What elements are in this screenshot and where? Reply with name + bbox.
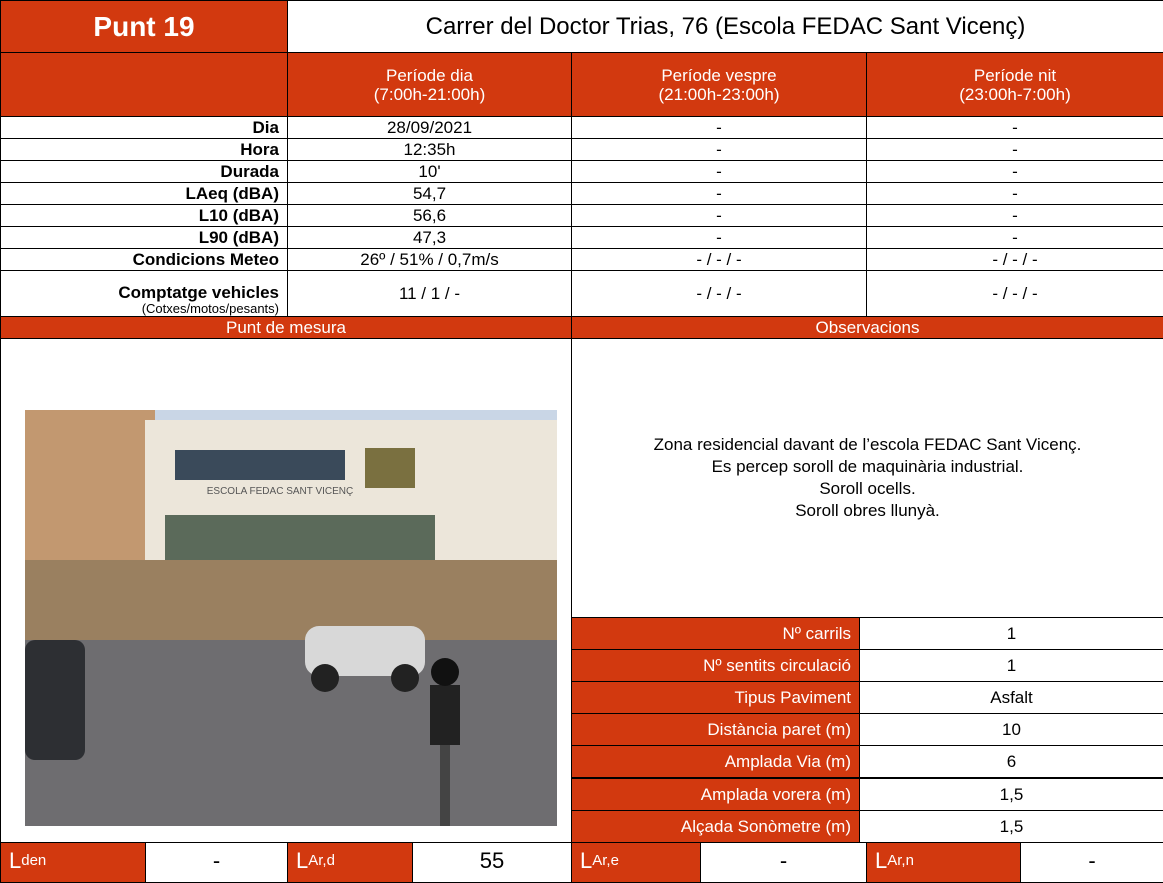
indicator-value: - — [145, 842, 288, 883]
observations: Zona residencial davant de l’escola FEDA… — [571, 338, 1163, 618]
observation-line: Soroll ocells. — [819, 479, 916, 498]
row-label-text: LAeq (dBA) — [185, 184, 279, 203]
period-range: (23:00h-7:00h) — [959, 84, 1071, 104]
row-value: 56,6 — [287, 204, 572, 227]
indicator-value: - — [1020, 842, 1163, 883]
row-label-text: Durada — [220, 162, 279, 181]
row-value: - — [571, 204, 867, 227]
parameter-label: Amplada Via (m) — [571, 745, 860, 779]
row-value: - — [571, 226, 867, 249]
row-label: Hora — [0, 138, 288, 161]
row-label: Comptatge vehicles (Cotxes/motos/pesants) — [0, 270, 288, 317]
period-header: Període dia (7:00h-21:00h) — [287, 52, 572, 117]
row-value: - / - / - — [866, 248, 1163, 271]
row-value: - — [866, 138, 1163, 161]
row-value: - / - / - — [866, 270, 1163, 317]
section-header: Punt de mesura — [0, 316, 572, 339]
row-label: Durada — [0, 160, 288, 183]
row-value: 12:35h — [287, 138, 572, 161]
observation-line: Soroll obres llunyà. — [795, 501, 940, 520]
row-value: - — [571, 182, 867, 205]
row-value: - — [866, 226, 1163, 249]
indicator-value: - — [700, 842, 867, 883]
row-label: LAeq (dBA) — [0, 182, 288, 205]
address: Carrer del Doctor Trias, 76 (Escola FEDA… — [287, 0, 1163, 53]
observation-line: Es percep soroll de maquinària industria… — [711, 457, 1024, 476]
parameter-label: Tipus Paviment — [571, 681, 860, 715]
row-value: - — [571, 160, 867, 183]
row-value: 47,3 — [287, 226, 572, 249]
row-label: Condicions Meteo — [0, 248, 288, 271]
row-label-text: Dia — [252, 118, 279, 137]
row-value: 11 / 1 / - — [287, 270, 572, 317]
section-header: Observacions — [571, 316, 1163, 339]
photo: ESCOLA FEDAC SANT VICENÇ — [25, 410, 557, 826]
row-label-text: L90 (dBA) — [198, 228, 279, 247]
period-header: Període vespre (21:00h-23:00h) — [571, 52, 867, 117]
row-label: L90 (dBA) — [0, 226, 288, 249]
row-value: 28/09/2021 — [287, 116, 572, 139]
parameter-label: Amplada vorera (m) — [571, 777, 860, 811]
parameter-value: 1 — [859, 617, 1163, 650]
parameter-label: Distància paret (m) — [571, 713, 860, 747]
row-value: 54,7 — [287, 182, 572, 205]
row-label-text: L10 (dBA) — [198, 206, 279, 225]
parameter-value: 1 — [859, 649, 1163, 683]
indicator-value: 55 — [412, 842, 572, 883]
row-value: - / - / - — [571, 270, 867, 317]
parameter-label: Nº carrils — [571, 617, 860, 650]
row-value: - / - / - — [571, 248, 867, 271]
row-label: L10 (dBA) — [0, 204, 288, 227]
parameter-value: 1,5 — [859, 777, 1163, 811]
period-name: Període vespre — [661, 65, 777, 85]
observation-line: Zona residencial davant de l’escola FEDA… — [653, 435, 1082, 454]
photo-sign: ESCOLA FEDAC SANT VICENÇ — [207, 486, 354, 497]
parameter-value: Asfalt — [859, 681, 1163, 715]
parameter-label: Nº sentits circulació — [571, 649, 860, 683]
row-label-text: Comptatge vehicles — [118, 283, 279, 302]
title: Punt 19 — [0, 0, 288, 53]
period-name: Període nit — [973, 65, 1057, 85]
row-value: 26º / 51% / 0,7m/s — [287, 248, 572, 271]
period-range: (7:00h-21:00h) — [373, 84, 486, 104]
row-label-text: Condicions Meteo — [132, 250, 279, 269]
header-blank — [0, 52, 288, 117]
parameter-value: 1,5 — [859, 809, 1163, 843]
row-value: - — [866, 182, 1163, 205]
row-value: - — [571, 116, 867, 139]
row-label: Dia — [0, 116, 288, 139]
parameter-value: 10 — [859, 713, 1163, 747]
period-header: Període nit (23:00h-7:00h) — [866, 52, 1163, 117]
row-label-text: Hora — [240, 140, 279, 159]
row-sublabel: (Cotxes/motos/pesants) — [141, 301, 279, 316]
indicator-label: L Ar,n — [866, 842, 1021, 883]
indicator-label: L Ar,e — [571, 842, 701, 883]
period-range: (21:00h-23:00h) — [658, 84, 780, 104]
row-value: - — [571, 138, 867, 161]
parameter-label: Alçada Sonòmetre (m) — [571, 809, 860, 843]
row-value: 10' — [287, 160, 572, 183]
row-value: - — [866, 160, 1163, 183]
parameter-value: 6 — [859, 745, 1163, 779]
period-name: Període dia — [386, 65, 473, 85]
row-value: - — [866, 204, 1163, 227]
row-value: - — [866, 116, 1163, 139]
indicator-label: L Ar,d — [287, 842, 413, 883]
